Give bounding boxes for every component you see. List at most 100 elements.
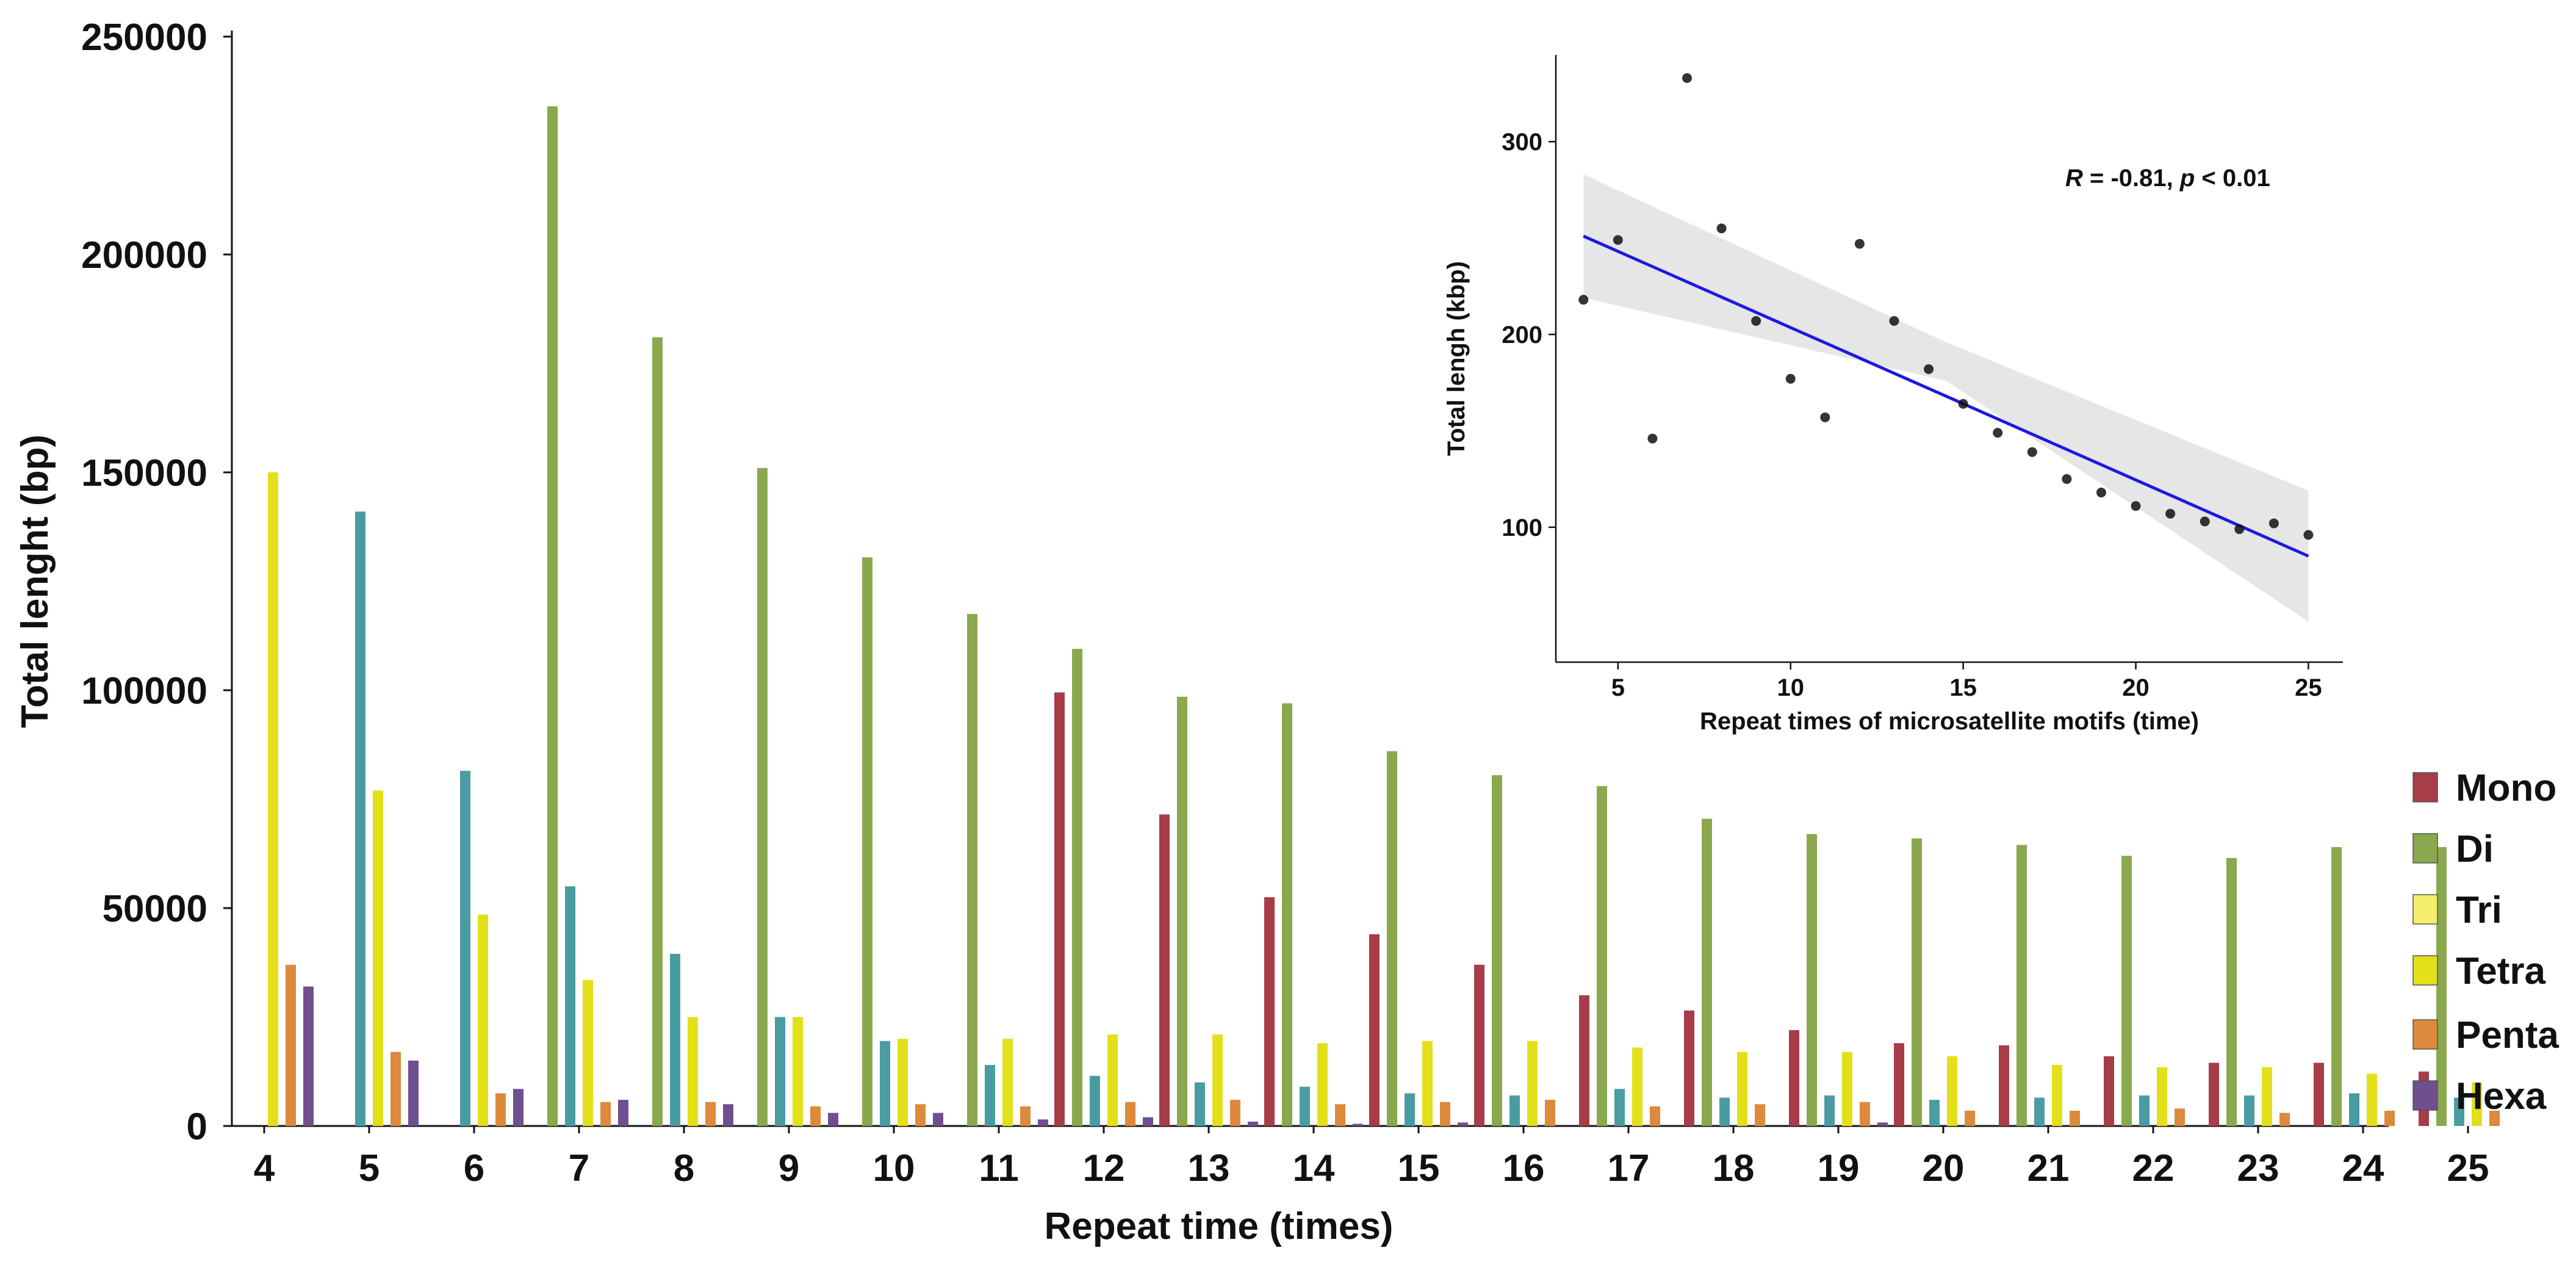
bar-tetra-24 (2367, 1073, 2377, 1126)
legend-swatch-tri (2412, 894, 2438, 925)
annot-p-value: < 0.01 (2195, 165, 2270, 192)
legend-label-mono: Mono (2456, 767, 2556, 809)
bar-mono-24 (2314, 1063, 2324, 1126)
bar-di-21 (2017, 845, 2027, 1126)
bar-penta-6 (495, 1093, 506, 1126)
bar-tetra-23 (2262, 1067, 2272, 1126)
bar-tetra-5 (373, 790, 383, 1126)
bar-hexa-11 (1038, 1119, 1048, 1126)
bar-mono-14 (1264, 897, 1275, 1126)
annot-p-symbol: p (2179, 165, 2195, 192)
bar-tri-5 (355, 511, 365, 1126)
main-y-tick-label: 250000 (81, 16, 207, 59)
bar-di-11 (967, 614, 977, 1126)
bar-tri-15 (1405, 1093, 1415, 1126)
inset-y-tick-label: 100 (1502, 514, 1542, 541)
main-x-tick-label: 23 (2237, 1147, 2279, 1189)
bar-mono-20 (1894, 1043, 1904, 1126)
legend-label-hexa: Hexa (2456, 1075, 2547, 1117)
bar-di-17 (1597, 786, 1607, 1126)
main-x-tick-label: 14 (1293, 1147, 1335, 1189)
bar-di-24 (2331, 847, 2342, 1126)
main-y-tick-label: 200000 (81, 234, 207, 276)
bar-di-25 (2436, 847, 2447, 1126)
bar-penta-14 (1335, 1104, 1345, 1126)
bar-penta-21 (2070, 1111, 2080, 1126)
main-x-tick-label: 4 (254, 1147, 275, 1189)
legend: Mono Di Tri Tetra Penta Hexa (2412, 767, 2559, 1117)
bar-hexa-13 (1248, 1121, 1258, 1126)
bar-hexa-19 (1877, 1122, 1888, 1126)
main-x-tick-label: 11 (979, 1147, 1019, 1189)
bar-penta-19 (1860, 1102, 1870, 1126)
inset-point-x18 (2062, 474, 2072, 484)
annot-r-symbol: R (2065, 165, 2083, 192)
bar-tetra-6 (478, 914, 488, 1126)
bar-tri-22 (2139, 1095, 2150, 1126)
bar-penta-4 (286, 964, 296, 1126)
bar-tri-20 (1929, 1100, 1940, 1126)
bar-tri-6 (460, 771, 470, 1126)
bar-penta-23 (2279, 1113, 2290, 1126)
main-x-tick-label: 12 (1083, 1147, 1125, 1189)
bar-tri-13 (1195, 1082, 1205, 1126)
inset-point-x19 (2096, 488, 2106, 498)
bar-mono-13 (1159, 814, 1170, 1126)
bar-tetra-14 (1317, 1043, 1328, 1126)
bar-tetra-10 (898, 1039, 908, 1126)
bar-penta-24 (2384, 1111, 2395, 1126)
bar-penta-8 (705, 1102, 716, 1126)
bar-tetra-13 (1212, 1034, 1223, 1126)
bar-tri-17 (1614, 1089, 1625, 1126)
bar-tri-23 (2244, 1095, 2254, 1126)
main-x-tick-label: 19 (1818, 1147, 1860, 1189)
bar-di-14 (1282, 703, 1292, 1126)
bar-tri-14 (1300, 1086, 1310, 1126)
bar-di-16 (1492, 775, 1502, 1126)
inset-x-axis-title: Repeat times of microsatellite motifs (t… (1700, 708, 2199, 735)
legend-label-tri: Tri (2456, 889, 2502, 931)
bar-hexa-14 (1353, 1124, 1363, 1126)
bar-di-7 (547, 106, 558, 1127)
bar-mono-21 (1999, 1045, 2009, 1126)
main-x-tick-label: 25 (2447, 1147, 2489, 1189)
main-x-tick-label: 18 (1713, 1147, 1755, 1189)
bar-di-23 (2226, 857, 2237, 1126)
bar-tri-9 (775, 1017, 785, 1126)
inset-point-x5 (1613, 235, 1623, 245)
bar-tri-12 (1090, 1075, 1100, 1126)
bar-tetra-15 (1422, 1041, 1433, 1126)
bar-mono-12 (1054, 692, 1065, 1126)
bar-tetra-9 (793, 1017, 803, 1126)
bar-tetra-22 (2157, 1067, 2167, 1126)
inset-point-x15 (1958, 399, 1968, 409)
bar-mono-15 (1369, 934, 1380, 1126)
bar-mono-23 (2209, 1063, 2219, 1126)
inset-point-x24 (2268, 518, 2279, 529)
bar-hexa-8 (723, 1104, 733, 1126)
main-x-tick-label: 15 (1398, 1147, 1440, 1189)
inset-point-x6 (1647, 433, 1658, 444)
bar-di-22 (2121, 856, 2132, 1126)
bar-tetra-7 (583, 980, 593, 1126)
inset-scatter-plot: 100 200 300 5 10 15 20 25 R = -0.81, p < 0.01 Rep… (1443, 55, 2343, 735)
bar-penta-9 (810, 1106, 821, 1126)
legend-label-penta: Penta (2456, 1014, 2559, 1056)
main-x-tick-label: 10 (873, 1147, 915, 1189)
bar-mono-16 (1474, 964, 1484, 1126)
bar-penta-11 (1020, 1106, 1031, 1126)
inset-point-x21 (2165, 508, 2176, 519)
annot-r-value: = -0.81, (2083, 165, 2180, 192)
bar-tri-16 (1509, 1095, 1520, 1126)
bar-penta-17 (1650, 1106, 1660, 1126)
legend-swatch-hexa (2412, 1080, 2438, 1111)
main-y-tick-label: 0 (187, 1106, 207, 1148)
bar-penta-12 (1125, 1102, 1135, 1126)
bar-di-9 (757, 467, 768, 1126)
bar-tetra-18 (1737, 1052, 1747, 1126)
inset-x-tick-label: 5 (1611, 674, 1625, 701)
inset-x-tick-label: 10 (1777, 674, 1804, 701)
main-y-tick-label: 100000 (81, 670, 207, 712)
bar-tri-25 (2454, 1097, 2464, 1126)
